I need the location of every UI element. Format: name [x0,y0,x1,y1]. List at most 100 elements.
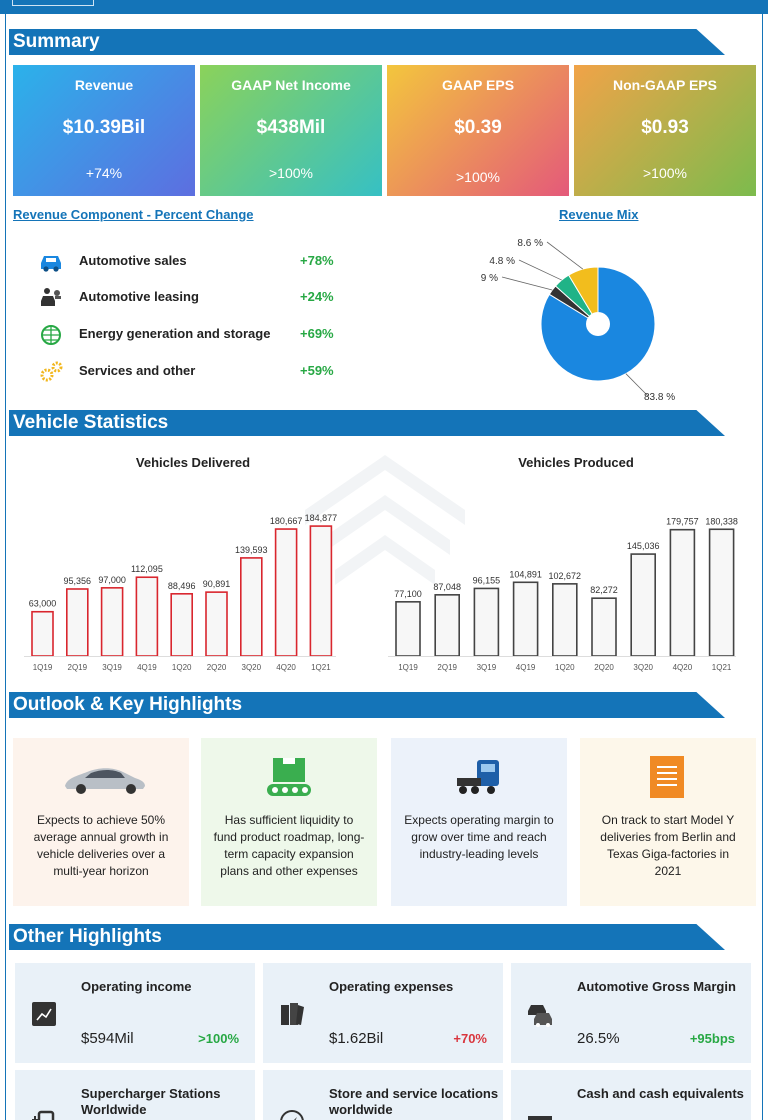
tile-change: >100% [643,165,687,181]
pie-leader-line [625,373,649,397]
outlook-card: On track to start Model Y deliveries fro… [580,738,756,906]
component-pct: +78% [300,253,334,268]
x-tick-label: 1Q19 [33,663,53,672]
watermark-logo [305,455,465,585]
highlight-supercharger: Supercharger Stations Worldwide [15,1070,255,1120]
pie-label: 2.9 % [480,273,498,284]
x-tick-label: 2Q19 [68,663,88,672]
bar [240,557,263,657]
top-bar [0,0,768,14]
component-name: Automotive sales [79,253,187,268]
component-name: Automotive leasing [79,289,199,304]
highlight-operating-income: Operating income $594Mil >100% [15,963,255,1063]
highlight-label: Store and service locations worldwide [329,1086,499,1117]
tile-value: $0.93 [641,117,689,138]
pie-leader-line [501,276,553,291]
x-tick-label: 4Q20 [276,663,296,672]
section-header-vehicle: Vehicle Statistics [9,410,725,436]
bar [205,591,228,657]
outlook-card: Has sufficient liquidity to fund product… [201,738,377,906]
x-tick-label: 1Q19 [398,663,418,672]
x-tick-label: 1Q21 [712,663,732,672]
bar-value-label: 180,667 [270,516,303,526]
bar-value-label: 63,000 [29,599,57,609]
tile-label: Revenue [74,77,134,93]
bar-value-label: 139,593 [235,545,268,555]
x-tick-label: 3Q19 [102,663,122,672]
bar-value-label: 112,095 [131,564,163,574]
pie-leader-line [518,259,562,281]
bar [708,528,735,657]
cash-icon [528,1116,552,1120]
highlight-change: >100% [198,1031,239,1046]
tile-label: GAAP EPS [441,77,515,93]
tile-label: Non-GAAP EPS [613,77,717,93]
truck-icon [457,760,499,794]
x-tick-label: 1Q21 [311,663,331,672]
x-tick-label: 3Q20 [633,663,653,672]
bar [274,528,298,657]
bar-value-label: 88,496 [168,581,196,591]
books-icon [281,1003,304,1025]
bar-value-label: 87,048 [433,582,461,592]
vehicles-produced-bar-chart: 77,100 1Q19 87,048 2Q19 96,155 3Q19 104,891 4Q1… [388,516,738,672]
highlight-label: Automotive Gross Margin [577,979,736,994]
component-pct: +59% [300,363,334,378]
bar [309,525,333,657]
bar [395,601,421,657]
bar [669,528,696,657]
tile-value: $438Mil [256,117,326,138]
chart-title-produced: Vehicles Produced [518,455,634,470]
highlight-label: Supercharger Stations Worldwide [81,1086,221,1117]
bar [100,587,124,657]
component-row: Automotive leasing +24% [38,285,348,309]
pie-hole [586,312,610,336]
pie-slice [540,266,656,382]
component-row: Automotive sales +78% [38,249,348,273]
document-icon [650,756,684,798]
highlight-store-locations: Store and service locations worldwide [263,1070,503,1120]
bar-value-label: 180,338 [705,516,738,526]
compass-icon [280,1110,304,1120]
tile-change: +74% [85,165,123,181]
section-header-other: Other Highlights [9,924,725,950]
bar-value-label: 104,891 [509,569,542,579]
chart-title-delivered: Vehicles Delivered [135,455,251,470]
highlight-gross-margin: Automotive Gross Margin 26.5% +95bps [511,963,751,1063]
outlook-card-text: Expects to achieve 50% average annual gr… [33,813,169,878]
bar [135,576,159,657]
revenue-mix-title[interactable]: Revenue Mix [559,207,639,222]
bar [473,587,500,657]
outlook-card-text: Expects operating margin to grow over ti… [404,813,554,861]
charger-icon [32,1110,55,1120]
bar [630,553,656,657]
component-row: Energy generation and storage +69% [38,322,348,346]
bar-value-label: 97,000 [98,575,126,585]
highlight-cash: Cash and cash equivalents [511,1070,751,1120]
x-tick-label: 1Q20 [172,663,192,672]
bar-value-label: 179,757 [666,517,699,527]
tile-change: >100% [456,169,500,185]
tile-value: $10.39Bil [62,117,146,138]
tile-label: GAAP Net Income [231,77,351,93]
bar [31,610,54,657]
bar [170,593,193,657]
outlook-card: Expects to achieve 50% average annual gr… [13,738,189,906]
bar [591,597,617,657]
highlight-label: Operating income [81,979,192,994]
bar [552,583,578,657]
bar [65,588,89,657]
component-pct: +24% [300,289,334,304]
x-tick-label: 2Q20 [594,663,614,672]
revenue-component-title[interactable]: Revenue Component - Percent Change [13,207,254,222]
cars-icon [528,1005,552,1027]
tile-value: $0.39 [454,117,502,138]
summary-tile-gaap-eps: GAAP EPS $0.39 >100% [387,65,569,196]
component-name: Services and other [79,363,196,378]
bar-value-label: 184,877 [305,513,338,523]
x-tick-label: 2Q20 [207,663,227,672]
highlight-operating-expenses: Operating expenses $1.62Bil +70% [263,963,503,1063]
x-tick-label: 1Q20 [555,663,575,672]
section-header-summary: Summary [9,29,725,55]
summary-tile-non-gaap-eps: Non-GAAP EPS $0.93 >100% [574,65,756,196]
